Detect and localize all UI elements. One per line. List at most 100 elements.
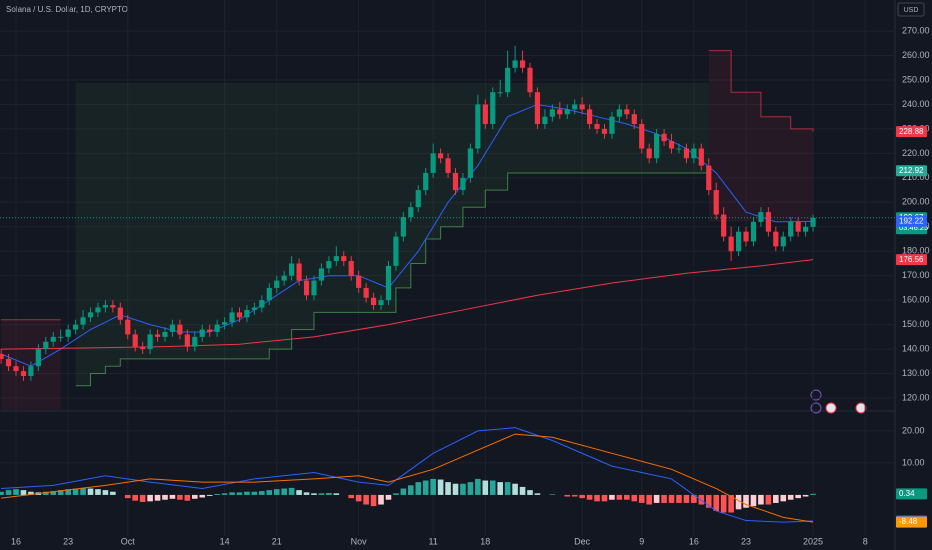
candle-body xyxy=(125,319,131,335)
macd-line xyxy=(1,433,814,523)
histogram-bar xyxy=(691,494,697,503)
candle-body xyxy=(140,346,146,350)
candle-body xyxy=(482,104,488,125)
candle-body xyxy=(393,236,399,266)
candle-body xyxy=(0,353,4,359)
price-label: 176.56 xyxy=(899,255,924,264)
histogram-bar xyxy=(229,492,235,495)
histogram-bar xyxy=(154,494,161,501)
histogram-bar xyxy=(393,493,399,495)
event-icon[interactable] xyxy=(810,402,822,414)
histogram-bar xyxy=(311,493,317,495)
currency[interactable]: USD xyxy=(904,7,919,14)
price-label-box xyxy=(896,516,927,528)
x-tick-label: 8 xyxy=(863,536,868,546)
candle-body xyxy=(177,324,183,335)
histogram-bar xyxy=(20,490,27,495)
candle-body xyxy=(624,109,630,115)
band-line xyxy=(75,172,709,387)
candle-body xyxy=(311,280,317,296)
histogram-bar xyxy=(363,494,369,505)
histogram-bar xyxy=(445,482,451,495)
histogram-bar xyxy=(601,494,608,502)
candle-body xyxy=(169,324,176,332)
candle-body xyxy=(87,312,94,318)
histogram-bar xyxy=(191,494,198,499)
event-icons[interactable] xyxy=(810,389,867,414)
histogram-bar xyxy=(571,494,578,497)
candle-body xyxy=(795,221,801,232)
candle-body xyxy=(534,92,541,125)
event-icon[interactable] xyxy=(810,389,822,401)
histogram-bar xyxy=(676,494,682,503)
candle-body xyxy=(289,263,295,276)
candle-body xyxy=(385,265,392,301)
candle-body xyxy=(706,165,712,191)
histogram-bar xyxy=(333,493,340,495)
histogram-bar xyxy=(87,488,94,495)
event-icon[interactable] xyxy=(825,402,837,414)
y-tick-label: 250.00 xyxy=(902,74,930,84)
chart-title: Solana / U.S. Dollar, 1D, CRYPTO xyxy=(6,5,128,14)
histogram-bar xyxy=(72,488,79,495)
candle-body xyxy=(810,217,816,227)
histogram-bar xyxy=(497,482,504,495)
candle-body xyxy=(423,172,429,191)
candle-body xyxy=(400,216,406,237)
candle-body xyxy=(184,334,190,347)
candle-body xyxy=(20,371,27,376)
x-tick-label: 16 xyxy=(689,536,699,546)
candle-body xyxy=(445,158,451,173)
band-fill xyxy=(75,82,709,386)
candle-body xyxy=(192,336,198,347)
candle-body xyxy=(758,212,764,222)
histogram-bar xyxy=(430,478,436,495)
candle-body xyxy=(557,109,563,115)
candle-body xyxy=(586,109,593,125)
histogram-bar xyxy=(273,489,280,495)
histogram-bar xyxy=(206,494,213,496)
candle-body xyxy=(199,329,205,337)
histogram-bar xyxy=(259,491,265,495)
histogram-bar xyxy=(57,490,64,495)
candle-body xyxy=(765,212,771,232)
histogram-bar xyxy=(452,483,459,495)
candle-body xyxy=(639,124,645,149)
candle-body xyxy=(50,336,56,342)
candle-body xyxy=(326,261,332,269)
band-fill xyxy=(708,50,814,222)
histogram-bar xyxy=(467,482,474,495)
histogram-bar xyxy=(482,480,489,495)
y-tick-label: 170.00 xyxy=(902,270,930,280)
histogram-bar xyxy=(773,494,779,503)
histogram-bar xyxy=(810,493,816,495)
histogram-bar xyxy=(795,494,801,499)
histogram-bar xyxy=(504,482,511,495)
candle-body xyxy=(750,221,757,242)
candle-body xyxy=(475,104,481,149)
price-label: 228.88 xyxy=(899,127,924,136)
x-tick-label: Nov xyxy=(351,536,368,546)
histogram-bar xyxy=(564,494,571,497)
candle-body xyxy=(430,153,436,173)
candle-body xyxy=(460,177,466,191)
histogram-bar xyxy=(489,480,496,495)
histogram-bar xyxy=(110,491,116,495)
candle-body xyxy=(616,109,622,117)
histogram-bar xyxy=(750,494,757,507)
histogram-bar xyxy=(624,494,630,500)
candle-body xyxy=(341,256,347,262)
candle-body xyxy=(214,324,220,332)
candle-body xyxy=(95,307,101,313)
candle-body xyxy=(549,109,555,117)
histogram-bar xyxy=(244,491,250,495)
price-label: 212.92 xyxy=(899,166,924,175)
x-tick-label: 16 xyxy=(11,536,21,546)
histogram-bar xyxy=(80,487,86,495)
candle-body xyxy=(274,280,280,288)
histogram-bar xyxy=(758,494,764,505)
event-icon[interactable] xyxy=(855,402,867,414)
candle-body xyxy=(132,334,138,347)
currency-box[interactable] xyxy=(897,2,925,17)
histogram-bar xyxy=(422,480,429,495)
